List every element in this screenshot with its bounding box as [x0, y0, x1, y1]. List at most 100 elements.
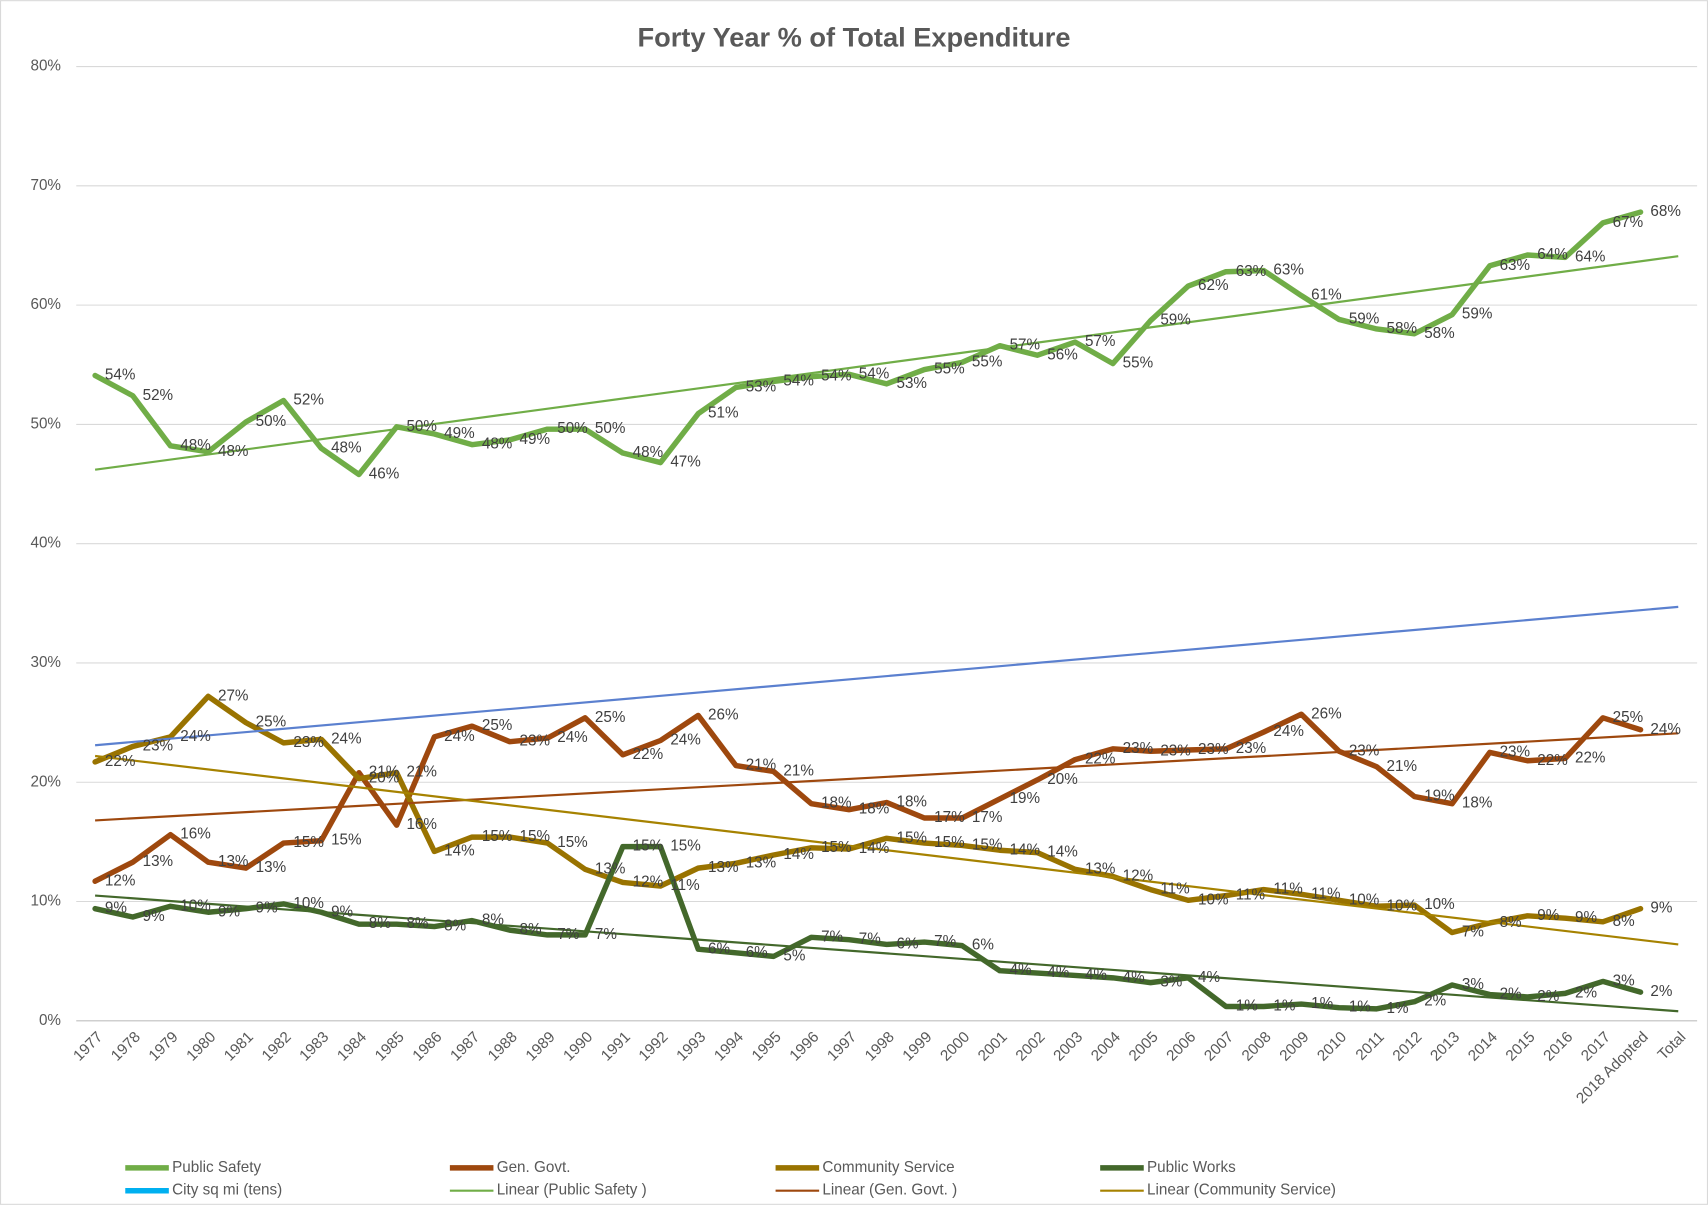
- data-label: 64%: [1575, 248, 1606, 265]
- data-label: 47%: [670, 454, 701, 471]
- data-label: 48%: [180, 437, 211, 454]
- data-label: 54%: [821, 368, 852, 385]
- data-label: 46%: [369, 466, 400, 483]
- data-label: 59%: [1462, 306, 1493, 323]
- trend-line: [95, 894, 1679, 1013]
- series-line: [92, 843, 1644, 1012]
- data-label: 13%: [1085, 860, 1116, 877]
- data-label: 8%: [444, 918, 466, 935]
- data-label: 61%: [1311, 287, 1342, 304]
- data-label: 4%: [1198, 969, 1220, 986]
- y-tick-label: 30%: [30, 654, 61, 671]
- data-label: 15%: [821, 839, 852, 856]
- data-label: 23%: [1500, 743, 1531, 760]
- data-label: 14%: [1010, 841, 1041, 858]
- data-label: 58%: [1387, 320, 1418, 337]
- data-label: 6%: [896, 935, 918, 952]
- data-label: 21%: [746, 757, 777, 774]
- series-line: [92, 711, 1644, 884]
- data-label: 17%: [934, 809, 965, 826]
- data-label: 53%: [896, 375, 927, 392]
- data-label: 11%: [1311, 885, 1341, 902]
- data-label: 63%: [1236, 263, 1267, 280]
- legend-label: Public Safety: [172, 1159, 261, 1176]
- data-label: 7%: [595, 926, 617, 943]
- data-label: 63%: [1500, 257, 1531, 274]
- data-label: 22%: [1575, 749, 1606, 766]
- legend-label: Linear (Community Service): [1147, 1182, 1336, 1199]
- data-label: 2%: [1650, 983, 1672, 1000]
- data-label: 16%: [406, 816, 437, 833]
- data-label: 24%: [670, 732, 701, 749]
- data-label: 49%: [444, 425, 475, 442]
- data-label: 27%: [218, 687, 249, 704]
- data-label: 26%: [1311, 705, 1342, 722]
- data-label: 54%: [783, 372, 814, 389]
- data-label: 11%: [1236, 887, 1266, 904]
- data-label: 12%: [1123, 867, 1154, 884]
- data-label: 10%: [180, 897, 211, 914]
- data-label: 56%: [1047, 346, 1078, 363]
- data-label: 8%: [520, 921, 542, 938]
- legend-label: Community Service: [822, 1159, 954, 1176]
- data-label: 7%: [557, 926, 579, 943]
- data-label: 24%: [180, 728, 211, 745]
- trend-line: [95, 605, 1679, 747]
- data-label: 9%: [331, 903, 353, 920]
- y-tick-label: 40%: [30, 535, 61, 552]
- data-label: 7%: [1462, 924, 1484, 941]
- data-label: 22%: [1537, 752, 1568, 769]
- data-label: 15%: [633, 838, 664, 855]
- data-label: 1%: [1311, 995, 1333, 1012]
- data-label: 13%: [218, 853, 249, 870]
- y-tick-label: 60%: [30, 296, 61, 313]
- data-label: 13%: [143, 853, 174, 870]
- data-label: 24%: [557, 729, 588, 746]
- data-label: 23%: [1198, 741, 1229, 758]
- data-label: 5%: [783, 947, 805, 964]
- data-label: 21%: [406, 764, 437, 781]
- data-label: 6%: [972, 937, 994, 954]
- data-label: 18%: [1462, 795, 1493, 812]
- data-label: 4%: [1123, 969, 1145, 986]
- data-label: 68%: [1650, 203, 1681, 220]
- data-label: 10%: [1198, 891, 1229, 908]
- data-label: 6%: [708, 940, 730, 957]
- legend-label: Public Works: [1147, 1159, 1236, 1176]
- data-label: 15%: [896, 829, 927, 846]
- data-label: 8%: [369, 915, 391, 932]
- data-label: 13%: [708, 859, 739, 876]
- data-label: 25%: [595, 709, 626, 726]
- data-label: 9%: [1650, 900, 1672, 917]
- data-label: 9%: [218, 903, 240, 920]
- data-label: 55%: [1123, 355, 1154, 372]
- data-label: 58%: [1424, 325, 1455, 342]
- data-label: 15%: [293, 834, 324, 851]
- legend-label: City sq mi (tens): [172, 1182, 282, 1199]
- data-label: 52%: [293, 392, 324, 409]
- data-label: 24%: [444, 728, 475, 745]
- data-label: 48%: [482, 436, 513, 453]
- data-label: 14%: [1047, 844, 1078, 861]
- data-label: 11%: [1273, 881, 1303, 898]
- data-label: 4%: [1085, 966, 1107, 983]
- data-label: 57%: [1085, 333, 1116, 350]
- data-label: 25%: [256, 714, 287, 731]
- data-label: 26%: [708, 706, 739, 723]
- data-label: 15%: [557, 834, 588, 851]
- data-label: 22%: [105, 753, 136, 770]
- data-label: 7%: [859, 931, 881, 948]
- data-label: 3%: [1613, 972, 1635, 989]
- data-label: 3%: [1462, 976, 1484, 993]
- data-label: 19%: [1424, 788, 1455, 805]
- data-label: 24%: [331, 730, 362, 747]
- data-label: 11%: [1160, 881, 1190, 898]
- legend-label: Linear (Gen. Govt. ): [822, 1182, 957, 1199]
- data-label: 23%: [143, 737, 174, 754]
- data-label: 16%: [180, 826, 211, 843]
- data-label: 50%: [406, 418, 437, 435]
- data-label: 2%: [1575, 984, 1597, 1001]
- data-label: 24%: [1273, 723, 1304, 740]
- y-tick-label: 80%: [30, 58, 61, 75]
